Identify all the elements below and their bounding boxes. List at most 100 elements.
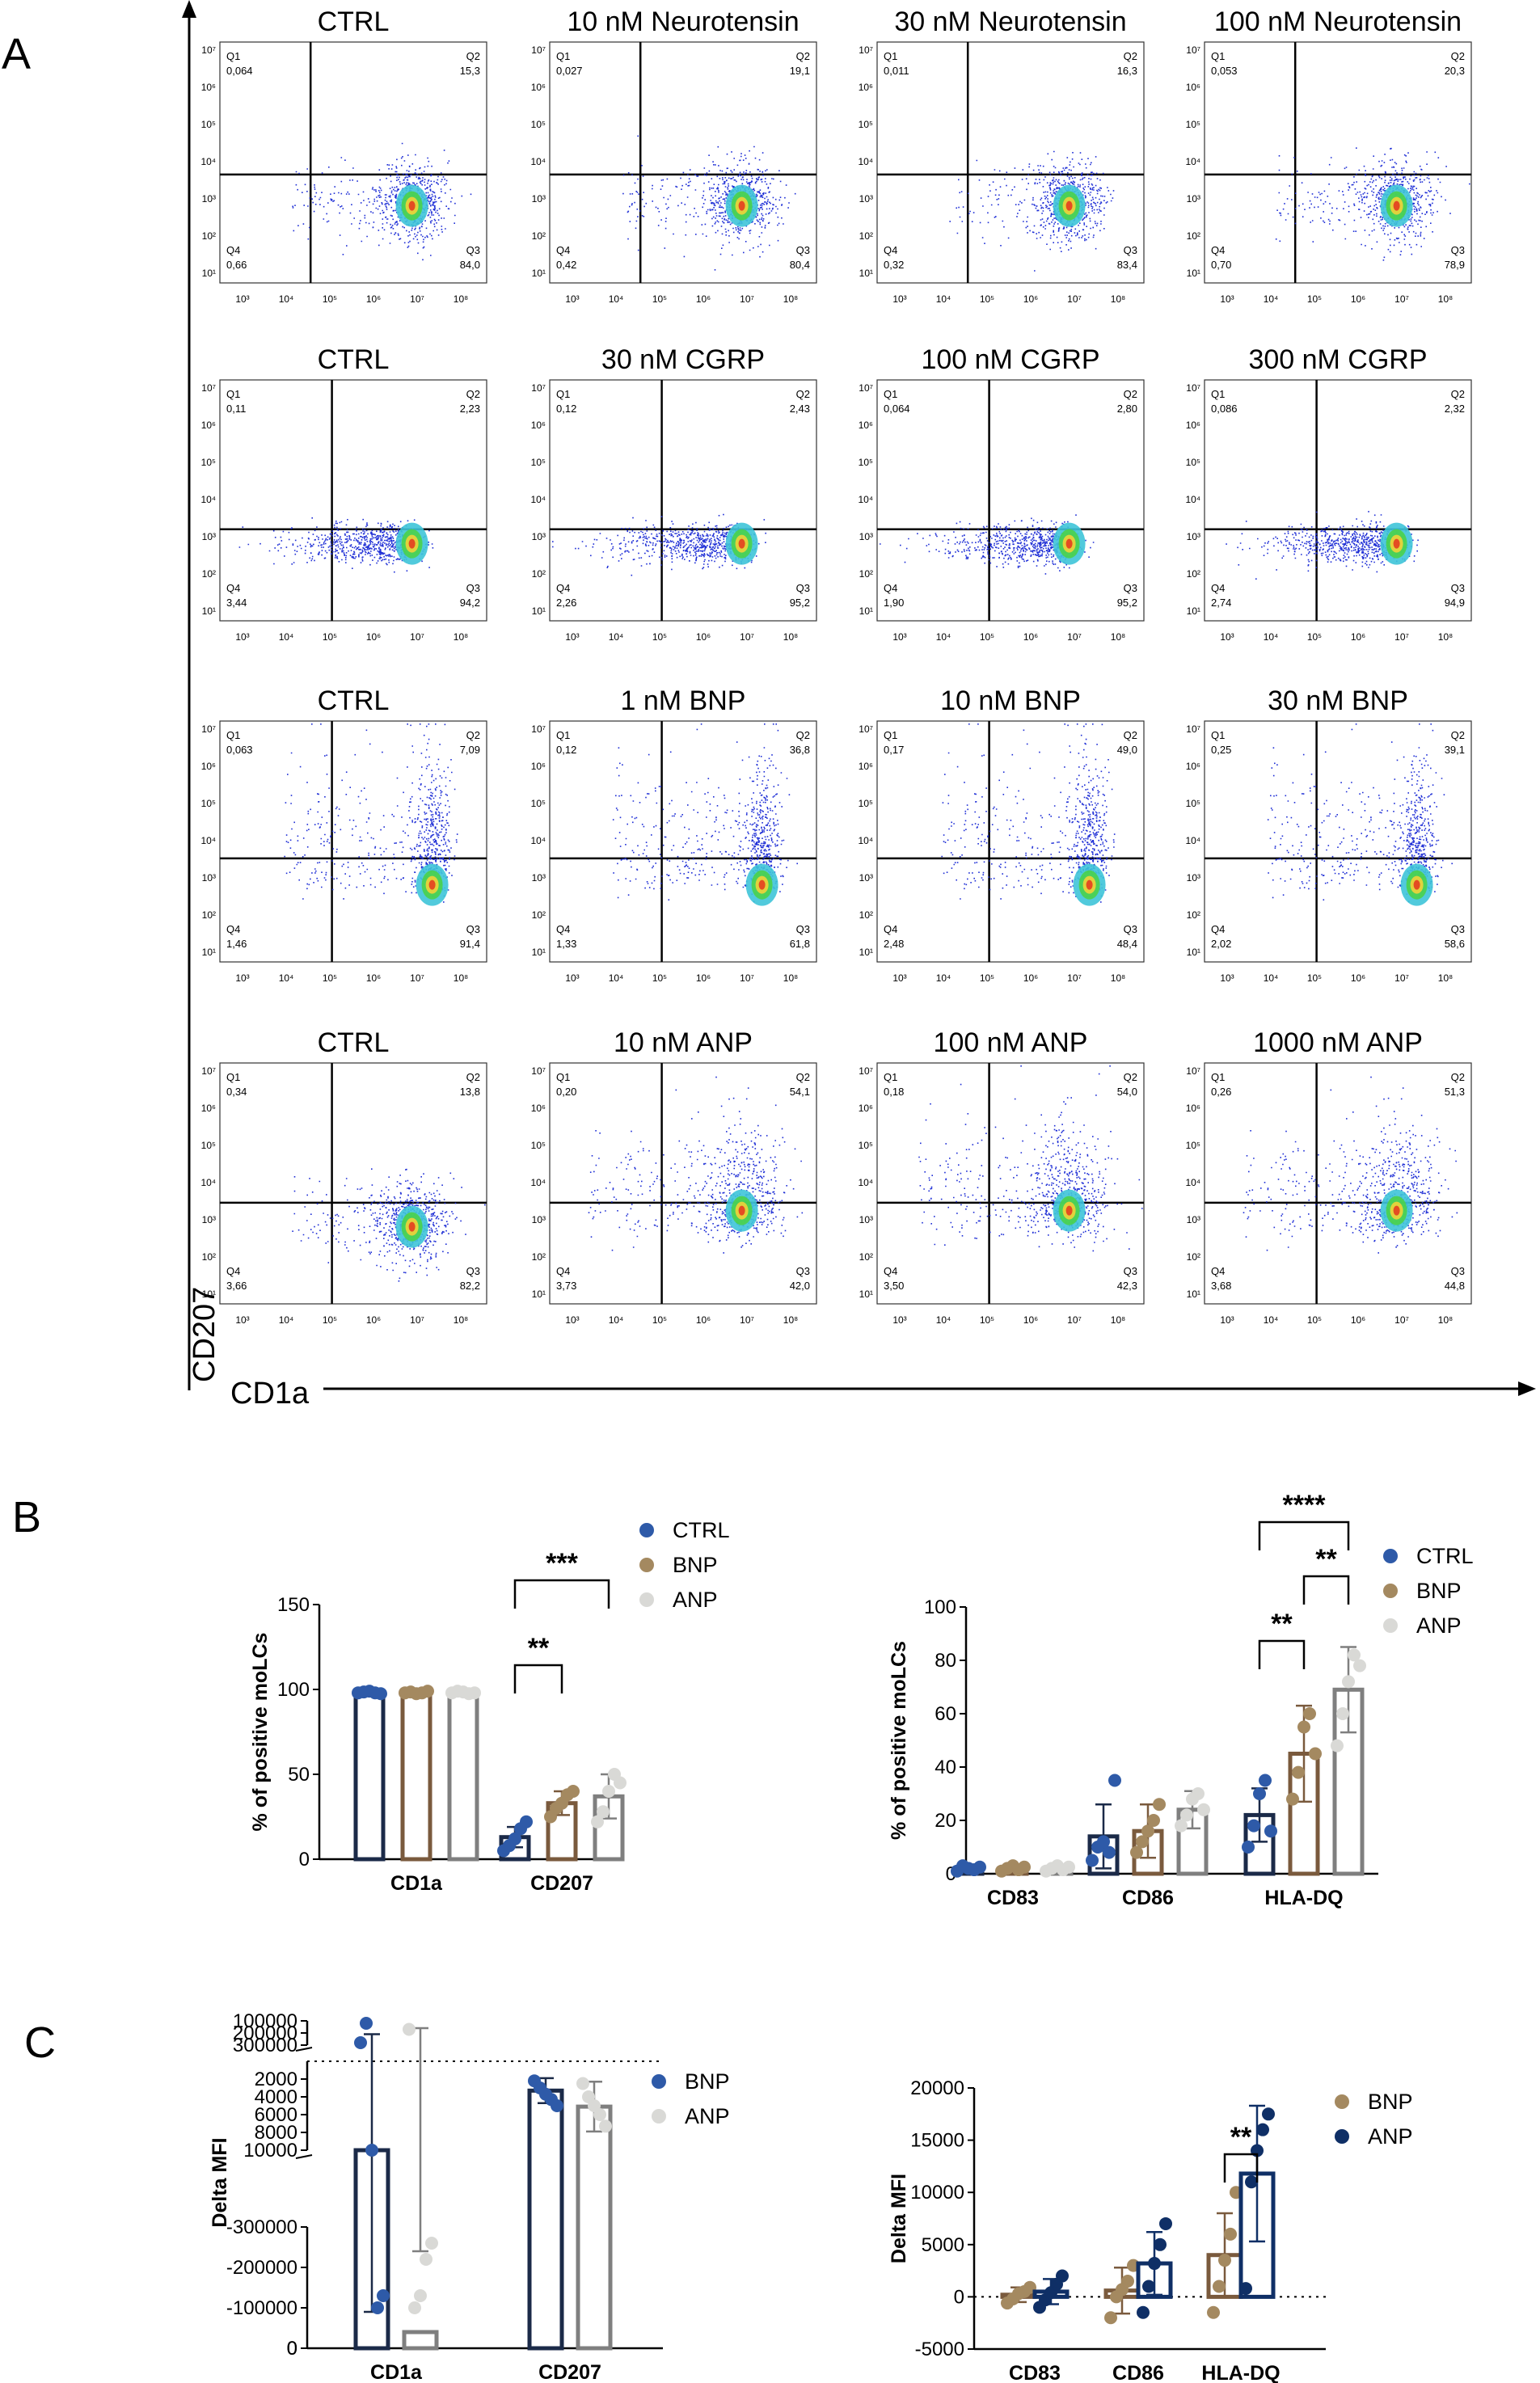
- flow-y-tick: 10⁶: [201, 761, 216, 772]
- legend-marker: [652, 2109, 666, 2124]
- event-dots: [238, 517, 434, 573]
- data-point: [1218, 2254, 1231, 2267]
- quadrant-name: Q4: [884, 923, 897, 935]
- y-tick-label: 20000: [910, 2077, 964, 2099]
- event-dots: [880, 514, 1095, 575]
- flow-y-tick: 10²: [1187, 230, 1200, 242]
- flow-x-tick: 10⁸: [454, 293, 468, 305]
- flow-x-tick: 10⁸: [1111, 972, 1125, 984]
- quadrant-name: Q1: [884, 50, 897, 62]
- flow-x-tick: 10⁴: [936, 631, 951, 643]
- flow-plot: 10 nM ANP Q1 0,20 Q2 54,1 Q4 3,73 Q3 42,0 10³ 10⁴ 1…: [530, 1027, 817, 1326]
- y-tick-label: 10000: [243, 2140, 297, 2162]
- data-point: [1259, 1774, 1272, 1787]
- flow-x-tick: 10⁴: [1264, 972, 1279, 984]
- flow-y-tick: 10¹: [1187, 605, 1200, 617]
- quadrant-value: 3,44: [226, 597, 247, 609]
- flow-x-tick: 10⁵: [1307, 1314, 1322, 1326]
- flow-x-tick: 10⁵: [652, 293, 667, 305]
- quadrant-value: 2,43: [790, 403, 810, 415]
- panel-label-b: B: [12, 1493, 41, 1542]
- flow-plot: CTRL Q1 0,064 Q2 15,3 Q4 0,66 Q3 84,0 10³ 10⁴ 10⁵ 10…: [200, 6, 487, 305]
- data-point: [403, 2022, 416, 2036]
- flow-y-tick: 10⁷: [1186, 723, 1200, 735]
- legend-marker: [639, 1558, 654, 1572]
- flow-axes: CD207 CD1a: [182, 0, 1536, 1411]
- y-tick-label: 6000: [255, 2104, 297, 2126]
- flow-plot: 30 nM BNP Q1 0,25 Q2 39,1 Q4 2,02 Q3 58,6 10³ 10⁴ 1…: [1185, 685, 1472, 984]
- quadrant-name: Q4: [226, 582, 240, 594]
- data-point: [602, 1785, 615, 1798]
- flow-y-tick: 10²: [1187, 568, 1200, 580]
- data-point: [597, 1805, 610, 1819]
- quadrant-value: 16,3: [1117, 65, 1137, 77]
- quadrant-name: Q1: [884, 729, 897, 741]
- flow-y-tick: 10⁵: [1186, 457, 1200, 468]
- quadrant-value: 54,0: [1117, 1086, 1137, 1098]
- quadrant-value: 95,2: [790, 597, 810, 609]
- density-contour: [408, 200, 416, 211]
- event-dots: [1267, 723, 1453, 903]
- flow-plot-frame: [219, 41, 487, 284]
- quadrant-name: Q3: [1124, 582, 1137, 594]
- flow-y-tick: 10³: [202, 531, 216, 542]
- y-tick-label: 10000: [910, 2182, 964, 2204]
- flow-y-tick: 10³: [202, 1214, 216, 1225]
- axis-break: [295, 2154, 313, 2159]
- density-contour: [1393, 538, 1400, 549]
- data-point: [1262, 2107, 1275, 2121]
- data-point: [1154, 2237, 1167, 2251]
- data-point: [973, 1860, 986, 1874]
- density-contour: [738, 538, 745, 549]
- y-tick-label: 60: [935, 1703, 956, 1725]
- quadrant-value: 15,3: [460, 65, 480, 77]
- data-point: [354, 2036, 367, 2049]
- data-point: [371, 2301, 384, 2314]
- flow-x-tick: 10⁴: [936, 1314, 951, 1326]
- quadrant-value: 19,1: [790, 65, 810, 77]
- flow-x-tick: 10⁵: [323, 631, 337, 643]
- flow-y-tick: 10⁴: [1185, 835, 1200, 846]
- flow-y-tick: 10⁴: [858, 835, 873, 846]
- significance-bracket: [513, 1664, 563, 1693]
- flow-x-tick: 10⁵: [652, 1314, 667, 1326]
- category-label: HLA-DQ: [1201, 2362, 1280, 2383]
- flow-x-tick: 10⁷: [1394, 631, 1409, 643]
- y-tick-label: 8000: [255, 2122, 297, 2144]
- flow-y-tick: 10⁵: [531, 119, 546, 130]
- flow-plot-frame: [549, 379, 817, 622]
- flow-y-tick: 10⁵: [201, 457, 216, 468]
- flow-y-tick: 10³: [202, 872, 216, 884]
- quadrant-value: 58,6: [1445, 938, 1465, 950]
- flow-x-tick: 10⁵: [980, 972, 994, 984]
- legend-label: ANP: [1368, 2124, 1413, 2149]
- flow-x-tick: 10⁷: [740, 631, 754, 643]
- category-label: CD207: [530, 1872, 593, 1895]
- flow-y-tick: 10²: [202, 909, 216, 921]
- flow-x-tick: 10⁸: [783, 293, 798, 305]
- flow-x-tick: 10³: [565, 631, 579, 643]
- data-point: [1213, 2280, 1226, 2293]
- flow-x-tick: 10⁷: [740, 293, 754, 305]
- flow-plot-title: 10 nM ANP: [614, 1027, 753, 1058]
- quadrant-name: Q2: [1124, 388, 1137, 400]
- legend-marker: [639, 1523, 654, 1537]
- flow-y-tick: 10¹: [532, 268, 546, 279]
- event-cloud: [918, 1065, 1143, 1252]
- flow-y-tick: 10²: [202, 1251, 216, 1263]
- y-tick-label: 0: [299, 1849, 310, 1871]
- quadrant-name: Q2: [796, 388, 810, 400]
- category-label: CD86: [1112, 2362, 1164, 2383]
- quadrant-value: 0,12: [556, 403, 576, 415]
- flow-y-tick: 10⁵: [1186, 798, 1200, 809]
- flow-plot: 100 nM ANP Q1 0,18 Q2 54,0 Q4 3,50 Q3 42,3 10³ 10⁴…: [858, 1027, 1145, 1326]
- data-point: [591, 1815, 604, 1828]
- data-point: [1331, 1739, 1344, 1752]
- flow-plot-frame: [549, 720, 817, 963]
- significance-stars: **: [528, 1633, 550, 1664]
- flow-x-tick: 10⁵: [1307, 631, 1322, 643]
- flow-y-tick: 10²: [532, 1251, 546, 1263]
- flow-y-tick: 10¹: [202, 605, 216, 617]
- flow-plot-frame: [1204, 41, 1472, 284]
